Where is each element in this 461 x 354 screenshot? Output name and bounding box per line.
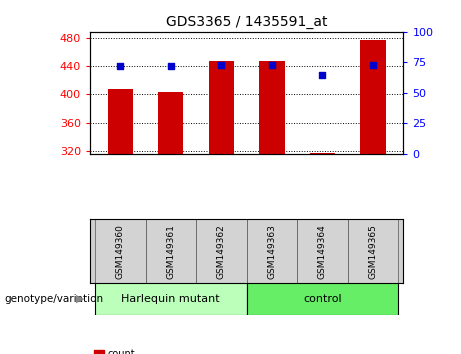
Point	[319, 72, 326, 78]
Bar	[247, 283, 398, 315]
Bar	[361, 40, 386, 154]
Bar	[196, 219, 247, 283]
Bar	[95, 219, 146, 283]
Bar	[247, 219, 297, 283]
Text: control: control	[303, 294, 342, 304]
Point	[167, 63, 174, 69]
Bar	[146, 219, 196, 283]
Text: ▶: ▶	[77, 294, 85, 304]
Text: GSM149362: GSM149362	[217, 224, 226, 279]
Legend: count, percentile rank within the sample: count, percentile rank within the sample	[90, 345, 277, 354]
Text: GSM149360: GSM149360	[116, 224, 125, 279]
Text: GSM149365: GSM149365	[368, 224, 378, 279]
Text: genotype/variation: genotype/variation	[5, 294, 104, 304]
Title: GDS3365 / 1435591_at: GDS3365 / 1435591_at	[166, 16, 327, 29]
Point	[117, 63, 124, 69]
Bar	[158, 92, 183, 154]
Point	[218, 62, 225, 68]
Bar	[107, 89, 133, 154]
Bar	[259, 61, 284, 154]
Bar	[348, 219, 398, 283]
Bar	[209, 61, 234, 154]
Text: GSM149363: GSM149363	[267, 224, 277, 279]
Point	[369, 62, 377, 68]
Text: GSM149361: GSM149361	[166, 224, 175, 279]
Bar	[310, 153, 335, 154]
Bar	[95, 283, 247, 315]
Text: GSM149364: GSM149364	[318, 224, 327, 279]
Text: Harlequin mutant: Harlequin mutant	[122, 294, 220, 304]
Point	[268, 62, 276, 68]
Bar	[297, 219, 348, 283]
